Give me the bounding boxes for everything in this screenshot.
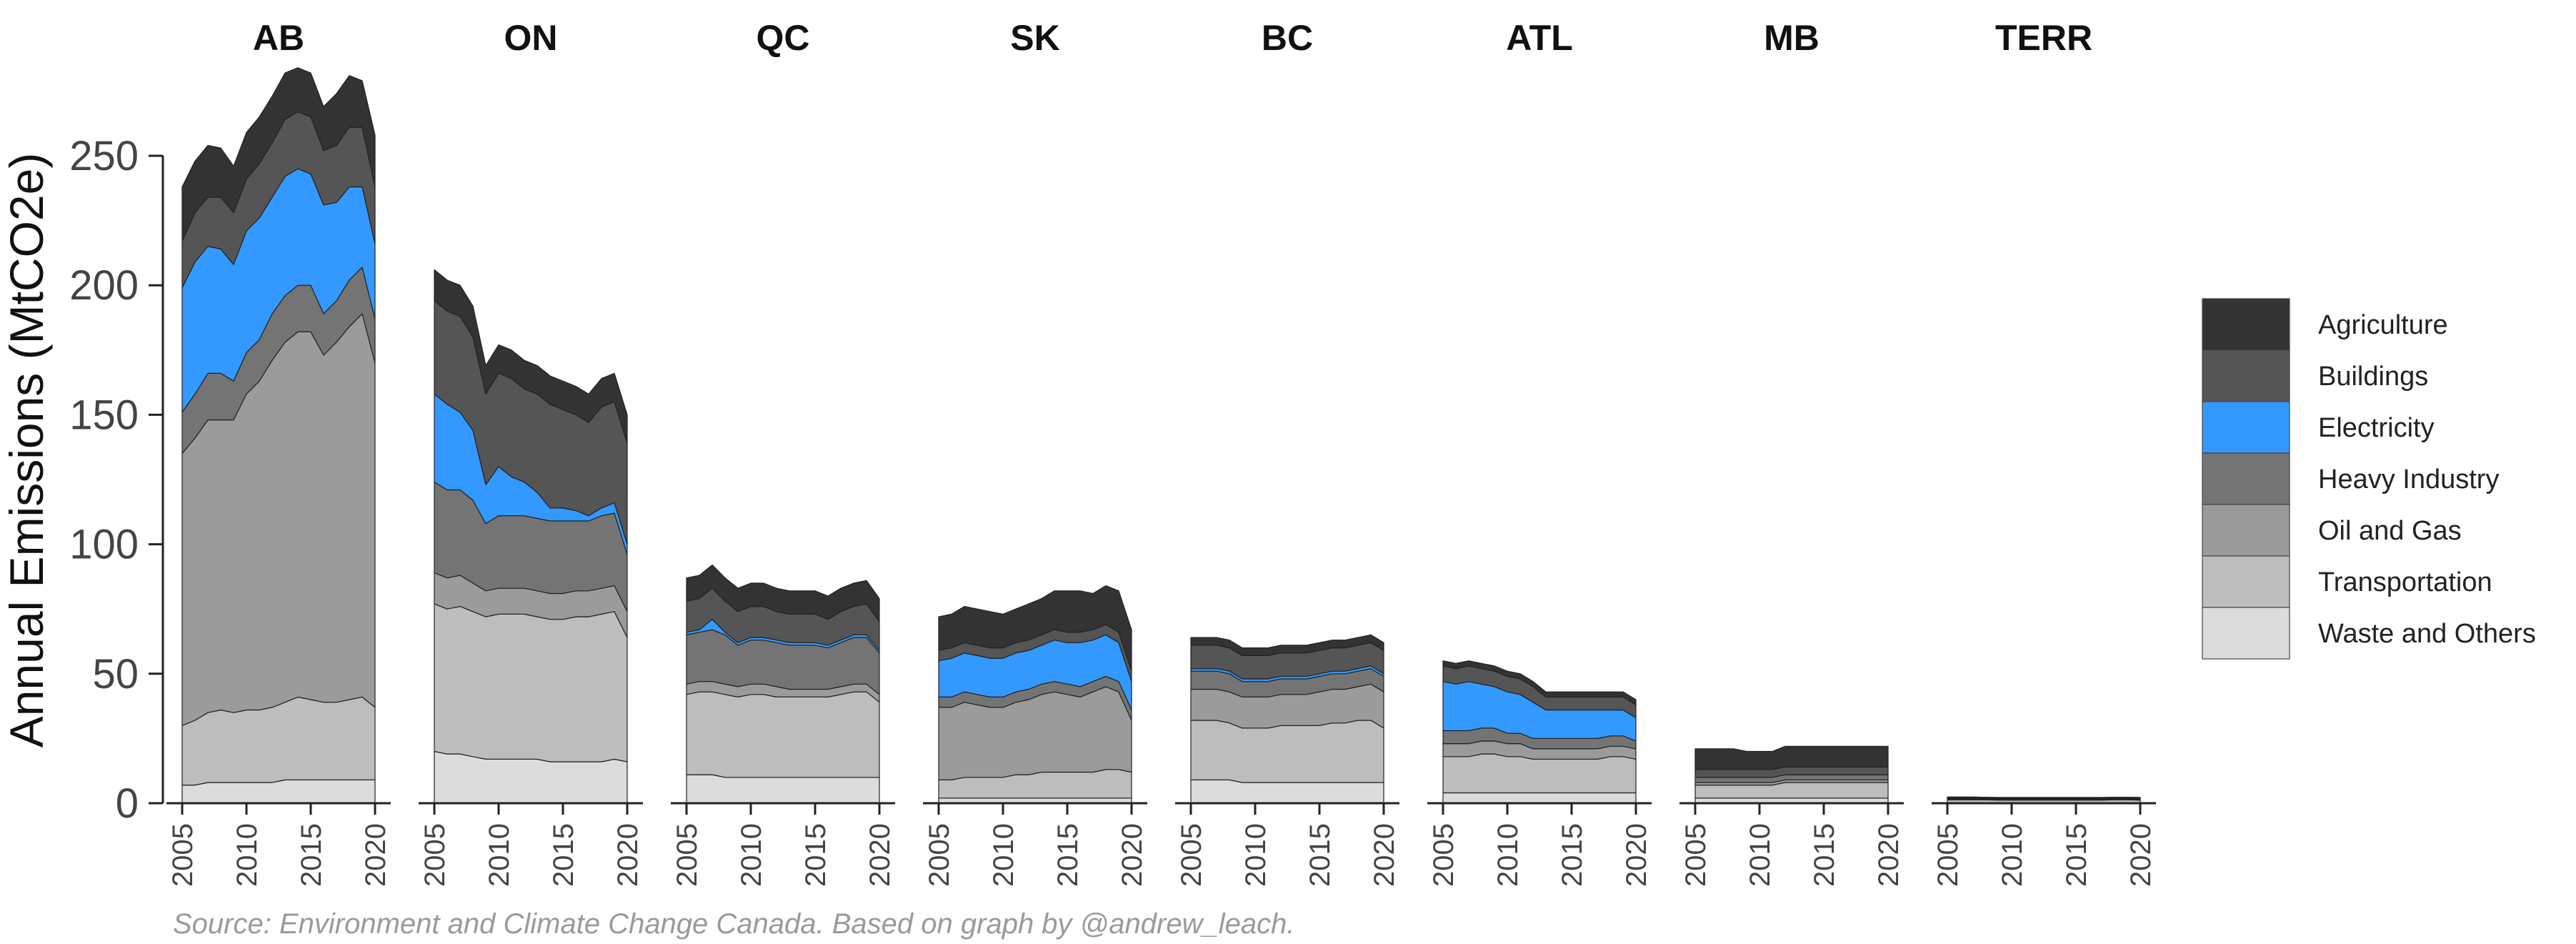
x-tick-label: 2010 — [988, 823, 1019, 887]
legend: Agriculture Buildings Electricity Heavy Ind… — [2202, 298, 2536, 660]
legend-label: Electricity — [2318, 413, 2435, 443]
legend-item-transportation: Transportation — [2202, 555, 2492, 608]
area-qc-agriculture — [686, 565, 880, 622]
x-tick-label: 2020 — [2125, 823, 2157, 887]
area-bc-transportation — [1190, 720, 1384, 783]
panel-qc: QC 2005 2010 2015 2020 — [671, 18, 896, 887]
y-tick-label: 50 — [92, 651, 139, 697]
legend-swatch — [2202, 504, 2290, 557]
area-sk-agriculture — [938, 585, 1132, 672]
legend-item-oil-and-gas: Oil and Gas — [2202, 504, 2462, 557]
legend-swatch — [2202, 607, 2290, 660]
x-tick-label: 2005 — [1428, 823, 1459, 887]
area-terr-agriculture — [1947, 796, 2141, 798]
area-qc-transportation — [686, 691, 880, 778]
x-tick-label: 2010 — [1492, 823, 1524, 887]
x-tick-label: 2015 — [1557, 823, 1588, 887]
x-tick-label: 2020 — [1369, 823, 1400, 887]
x-tick-label: 2005 — [419, 823, 451, 887]
x-tick-label: 2015 — [800, 823, 832, 887]
legend-swatch — [2202, 452, 2290, 505]
area-ab-agriculture — [181, 67, 376, 242]
panel-title: ATL — [1506, 18, 1572, 58]
y-axis: 0 50 100 150 200 250 — [69, 133, 164, 827]
area-bc-agriculture — [1190, 634, 1384, 656]
x-tick-label: 2015 — [548, 823, 579, 887]
x-tick-label: 2005 — [672, 823, 703, 887]
x-tick-label: 2020 — [360, 823, 391, 887]
legend-swatch — [2202, 298, 2290, 351]
panel-ab: AB 2005 2010 2015 2020 — [166, 18, 391, 887]
legend-label: Transportation — [2318, 567, 2492, 597]
y-tick-label: 0 — [116, 780, 139, 827]
x-tick-label: 2010 — [1997, 823, 2028, 887]
x-tick-label: 2010 — [484, 823, 515, 887]
area-atl-waste-and-others — [1442, 792, 1637, 804]
panel-terr: TERR 2005 2010 2015 2020 — [1932, 18, 2157, 887]
legend-swatch — [2202, 401, 2290, 454]
legend-item-agriculture: Agriculture — [2202, 298, 2448, 351]
x-tick-label: 2015 — [296, 823, 327, 887]
x-tick-label: 2005 — [1680, 823, 1712, 887]
panel-on: ON 2005 2010 2015 2020 — [419, 18, 644, 887]
panel-title: ON — [504, 18, 558, 58]
x-tick-label: 2005 — [167, 823, 199, 887]
x-tick-label: 2020 — [1621, 823, 1652, 887]
x-tick-label: 2005 — [1932, 823, 1964, 887]
y-tick-label: 250 — [69, 133, 139, 179]
legend-swatch — [2202, 555, 2290, 608]
x-tick-label: 2010 — [1240, 823, 1272, 887]
legend-item-electricity: Electricity — [2202, 401, 2435, 454]
legend-item-buildings: Buildings — [2202, 349, 2428, 402]
area-ab-waste-and-others — [181, 779, 376, 804]
legend-label: Oil and Gas — [2318, 516, 2462, 546]
panel-title: QC — [757, 18, 810, 58]
legend-label: Heavy Industry — [2318, 464, 2499, 495]
x-tick-label: 2015 — [1304, 823, 1336, 887]
panel-sk: SK 2005 2010 2015 2020 — [923, 18, 1148, 887]
x-tick-label: 2015 — [2061, 823, 2092, 887]
panel-title: BC — [1262, 18, 1313, 58]
y-tick-label: 150 — [69, 392, 139, 438]
panel-title: AB — [253, 18, 304, 58]
panel-title: SK — [1010, 18, 1059, 58]
x-tick-label: 2020 — [1117, 823, 1148, 887]
x-tick-label: 2015 — [1052, 823, 1084, 887]
source-note: Source: Environment and Climate Change C… — [173, 908, 1294, 940]
x-tick-label: 2015 — [1809, 823, 1840, 887]
panel-title: TERR — [1995, 18, 2092, 58]
area-qc-waste-and-others — [686, 774, 880, 804]
x-tick-label: 2020 — [864, 823, 896, 887]
area-on-transportation — [434, 603, 628, 762]
area-atl-transportation — [1442, 753, 1637, 794]
x-tick-label: 2005 — [1176, 823, 1207, 887]
legend-item-waste-and-others: Waste and Others — [2202, 607, 2536, 660]
legend-swatch — [2202, 349, 2290, 402]
area-on-agriculture — [434, 269, 628, 444]
area-bc-waste-and-others — [1190, 779, 1384, 804]
y-tick-label: 100 — [69, 522, 139, 568]
legend-label: Agriculture — [2318, 310, 2448, 340]
y-tick-label: 200 — [69, 262, 139, 309]
area-atl-agriculture — [1442, 660, 1637, 705]
panel-mb: MB 2005 2010 2015 2020 — [1679, 18, 1904, 887]
x-tick-label: 2020 — [612, 823, 644, 887]
legend-item-heavy-industry: Heavy Industry — [2202, 452, 2499, 505]
x-tick-label: 2010 — [1744, 823, 1776, 887]
x-tick-label: 2010 — [231, 823, 263, 887]
x-tick-label: 2005 — [924, 823, 955, 887]
x-tick-label: 2010 — [736, 823, 767, 887]
area-mb-agriculture — [1694, 745, 1889, 770]
panels: AB 2005 2010 2015 2020 ON 2005 2010 2015 2020 QC 20… — [166, 18, 2157, 887]
legend-label: Buildings — [2318, 362, 2428, 392]
x-tick-label: 2020 — [1873, 823, 1904, 887]
panel-bc: BC 2005 2010 2015 2020 — [1175, 18, 1400, 887]
legend-label: Waste and Others — [2318, 619, 2536, 649]
panel-title: MB — [1764, 18, 1819, 58]
panel-atl: ATL 2005 2010 2015 2020 — [1427, 18, 1652, 887]
y-axis-label: Annual Emissions (MtCO2e) — [0, 153, 53, 748]
